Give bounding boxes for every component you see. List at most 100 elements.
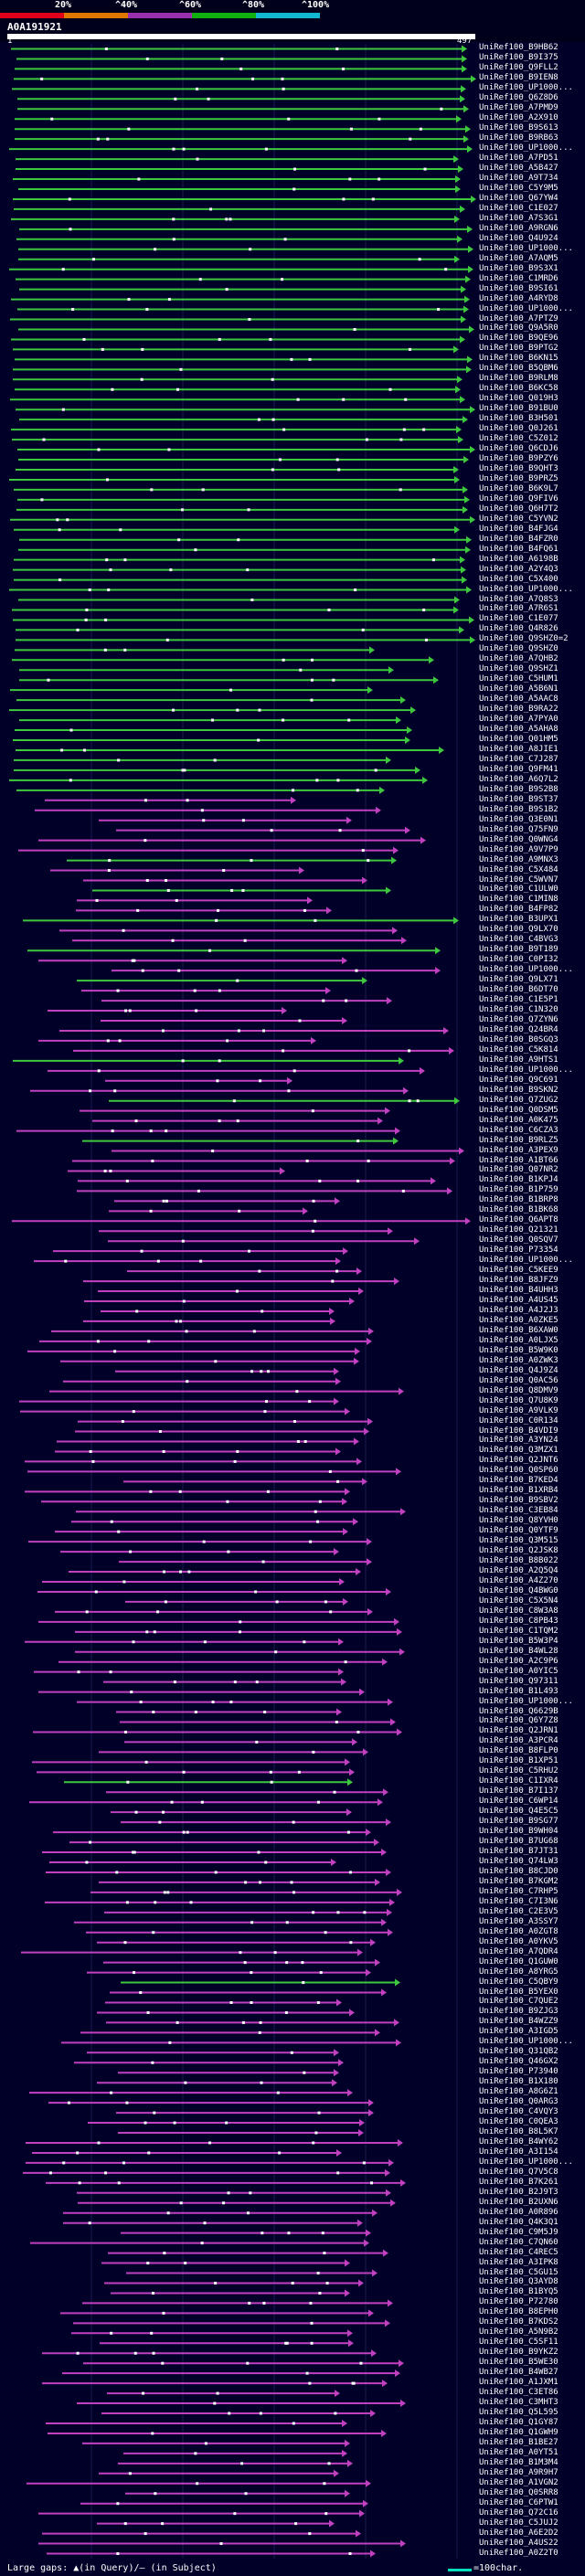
hit-label[interactable]: UniRef100_B1XP51 <box>479 1756 558 1766</box>
hit-label[interactable]: UniRef100_C1IXR4 <box>479 1776 558 1786</box>
hit-label[interactable]: UniRef100_B9IEN8 <box>479 73 558 83</box>
hit-label[interactable]: UniRef100_Q0WNG4 <box>479 834 558 844</box>
hit-label[interactable]: UniRef100_C5YVN2 <box>479 514 558 524</box>
hit-label[interactable]: UniRef100_B1L493 <box>479 1686 558 1696</box>
hit-label[interactable]: UniRef100_A9HTS1 <box>479 1055 558 1065</box>
hit-label[interactable]: UniRef100_Q07NR2 <box>479 1165 558 1175</box>
hit-label[interactable]: UniRef100_A3YN24 <box>479 1436 558 1446</box>
hit-label[interactable]: UniRef100_C8W3A8 <box>479 1606 558 1616</box>
hit-label[interactable]: UniRef100_Q7U8K9 <box>479 1395 558 1405</box>
hit-label[interactable]: UniRef100_B4WB27 <box>479 2368 558 2378</box>
hit-label[interactable]: UniRef100_Q8YVH0 <box>479 1516 558 1526</box>
hit-label[interactable]: UniRef100_B9RLZ5 <box>479 1135 558 1145</box>
hit-label[interactable]: UniRef100_B4WY62 <box>479 2136 558 2147</box>
hit-label[interactable]: UniRef100_Q3E0N1 <box>479 814 558 824</box>
hit-label[interactable]: UniRef100_C5WVN7 <box>479 875 558 885</box>
hit-label[interactable]: UniRef100_C9M5J9 <box>479 2227 558 2237</box>
hit-label[interactable]: UniRef100_Q0ARG3 <box>479 2097 558 2107</box>
hit-label[interactable]: UniRef100_UP1000... <box>479 2157 573 2167</box>
hit-label[interactable]: UniRef100_Q1GY87 <box>479 2417 558 2427</box>
hit-label[interactable]: UniRef100_Q6CDJ6 <box>479 444 558 454</box>
hit-label[interactable]: UniRef100_B6XAW0 <box>479 1325 558 1335</box>
hit-label[interactable]: UniRef100_A7PD51 <box>479 154 558 164</box>
hit-label[interactable]: UniRef100_C5GU15 <box>479 2267 558 2277</box>
hit-label[interactable]: UniRef100_Q6APT8 <box>479 1215 558 1225</box>
hit-label[interactable]: UniRef100_Q0SQV7 <box>479 1235 558 1246</box>
hit-label[interactable]: UniRef100_P73354 <box>479 1246 558 1256</box>
hit-label[interactable]: UniRef100_B0SGQ3 <box>479 1034 558 1044</box>
hit-label[interactable]: UniRef100_C5Y9M5 <box>479 183 558 193</box>
hit-label[interactable]: UniRef100_A8YRG5 <box>479 1966 558 1977</box>
hit-label[interactable]: UniRef100_C3ET86 <box>479 2388 558 2398</box>
hit-label[interactable]: UniRef100_B9I375 <box>479 53 558 63</box>
hit-label[interactable]: UniRef100_A0ZGT8 <box>479 1926 558 1936</box>
hit-label[interactable]: UniRef100_Q4BWG0 <box>479 1585 558 1595</box>
hit-label[interactable]: UniRef100_A1JXM1 <box>479 2378 558 2388</box>
hit-label[interactable]: UniRef100_A0LJX5 <box>479 1335 558 1345</box>
hit-label[interactable]: UniRef100_B6KN15 <box>479 354 558 364</box>
hit-label[interactable]: UniRef100_Q0SRR8 <box>479 2487 558 2497</box>
hit-label[interactable]: UniRef100_Q0SP60 <box>479 1466 558 1476</box>
hit-label[interactable]: UniRef100_B9SI61 <box>479 283 558 293</box>
hit-label[interactable]: UniRef100_UP1000... <box>479 1065 573 1075</box>
hit-label[interactable]: UniRef100_A7QHB2 <box>479 654 558 664</box>
hit-label[interactable]: UniRef100_Q31QB2 <box>479 2047 558 2057</box>
hit-label[interactable]: UniRef100_A2X910 <box>479 113 558 123</box>
hit-label[interactable]: UniRef100_A7Q8S3 <box>479 594 558 604</box>
hit-label[interactable]: UniRef100_Q6Z8D6 <box>479 93 558 103</box>
hit-label[interactable]: UniRef100_A2C9P6 <box>479 1656 558 1666</box>
hit-label[interactable]: UniRef100_A4US22 <box>479 2538 558 2548</box>
hit-label[interactable]: UniRef100_B9PZY6 <box>479 454 558 463</box>
hit-label[interactable]: UniRef100_A3PEX9 <box>479 1145 558 1155</box>
hit-label[interactable]: UniRef100_Q01HM5 <box>479 735 558 744</box>
hit-label[interactable]: UniRef100_P72780 <box>479 2297 558 2307</box>
hit-label[interactable]: UniRef100_C7J287 <box>479 754 558 764</box>
hit-label[interactable]: UniRef100_B8L5K7 <box>479 2127 558 2137</box>
hit-label[interactable]: UniRef100_C1N320 <box>479 1005 558 1015</box>
hit-label[interactable]: UniRef100_C5KEE9 <box>479 1266 558 1276</box>
hit-label[interactable]: UniRef100_B9QHT3 <box>479 463 558 473</box>
hit-label[interactable]: UniRef100_A4Z270 <box>479 1575 558 1585</box>
hit-label[interactable]: UniRef100_A4RYD8 <box>479 293 558 303</box>
hit-label[interactable]: UniRef100_Q5L595 <box>479 2408 558 2418</box>
hit-label[interactable]: UniRef100_C6PTW1 <box>479 2497 558 2507</box>
hit-label[interactable]: UniRef100_A3SSY7 <box>479 1916 558 1926</box>
hit-label[interactable]: UniRef100_C5X400 <box>479 574 558 584</box>
hit-label[interactable]: UniRef100_B1XRB4 <box>479 1486 558 1496</box>
hit-label[interactable]: UniRef100_A2Q5Q4 <box>479 1566 558 1576</box>
hit-label[interactable]: UniRef100_A6198B <box>479 554 558 564</box>
hit-label[interactable]: UniRef100_C7I3N6 <box>479 1896 558 1906</box>
hit-label[interactable]: UniRef100_B2UXN6 <box>479 2197 558 2207</box>
hit-label[interactable]: UniRef100_C3EB84 <box>479 1506 558 1516</box>
hit-label[interactable]: UniRef100_A7R6S1 <box>479 604 558 614</box>
hit-label[interactable]: UniRef100_B9HB62 <box>479 43 558 53</box>
hit-label[interactable]: UniRef100_A8JIE1 <box>479 744 558 754</box>
hit-label[interactable]: UniRef100_B9S1B2 <box>479 804 558 814</box>
hit-label[interactable]: UniRef100_Q21321 <box>479 1225 558 1235</box>
hit-label[interactable]: UniRef100_A3IGD5 <box>479 2027 558 2037</box>
hit-label[interactable]: UniRef100_B1X180 <box>479 2077 558 2087</box>
hit-label[interactable]: UniRef100_B8EPH0 <box>479 2307 558 2317</box>
hit-label[interactable]: UniRef100_B9RLM8 <box>479 374 558 384</box>
hit-label[interactable]: UniRef100_Q9FM41 <box>479 764 558 774</box>
hit-label[interactable]: UniRef100_Q0DSM5 <box>479 1105 558 1115</box>
hit-label[interactable]: UniRef100_Q72C16 <box>479 2507 558 2518</box>
hit-label[interactable]: UniRef100_C8PB43 <box>479 1616 558 1626</box>
hit-label[interactable]: UniRef100_A8G6Z1 <box>479 2087 558 2097</box>
hit-label[interactable]: UniRef100_B6DT70 <box>479 985 558 995</box>
hit-label[interactable]: UniRef100_A5B6N1 <box>479 684 558 694</box>
hit-label[interactable]: UniRef100_A9V7P9 <box>479 844 558 854</box>
hit-label[interactable]: UniRef100_C7RHP5 <box>479 1886 558 1896</box>
hit-label[interactable]: UniRef100_Q6H7T2 <box>479 504 558 514</box>
hit-label[interactable]: UniRef100_C1TQM2 <box>479 1626 558 1636</box>
hit-label[interactable]: UniRef100_Q9LX70 <box>479 925 558 935</box>
hit-label[interactable]: UniRef100_B1BK68 <box>479 1205 558 1215</box>
hit-label[interactable]: UniRef100_A0K475 <box>479 1115 558 1125</box>
hit-label[interactable]: UniRef100_C5Z012 <box>479 434 558 444</box>
hit-label[interactable]: UniRef100_B7I137 <box>479 1786 558 1797</box>
hit-label[interactable]: UniRef100_Q7ZYN6 <box>479 1015 558 1024</box>
hit-label[interactable]: UniRef100_C5JUJ2 <box>479 2518 558 2528</box>
hit-label[interactable]: UniRef100_C4BVG3 <box>479 935 558 945</box>
hit-label[interactable]: UniRef100_B7KED4 <box>479 1476 558 1486</box>
hit-label[interactable]: UniRef100_A6Q7L2 <box>479 774 558 784</box>
